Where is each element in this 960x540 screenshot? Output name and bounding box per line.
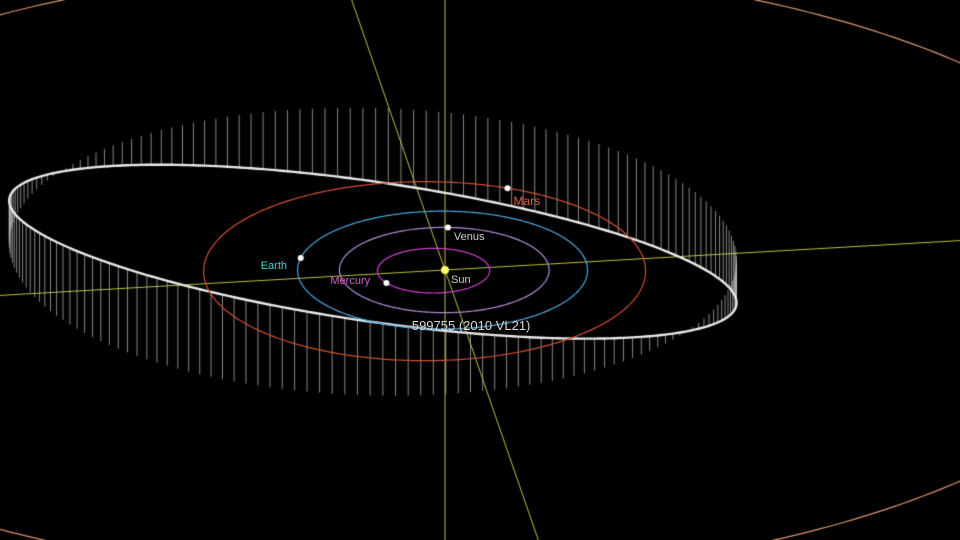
- orbit-diagram: [0, 0, 960, 540]
